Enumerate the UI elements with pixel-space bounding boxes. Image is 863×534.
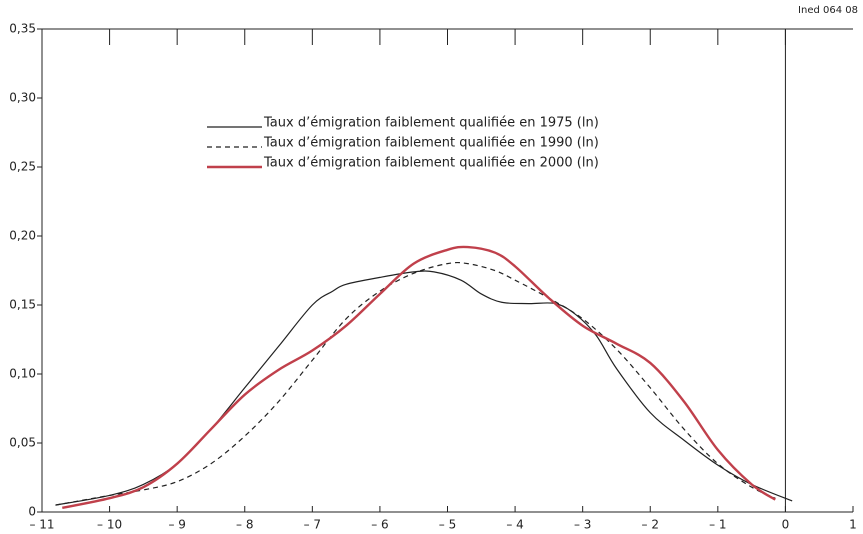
y-tick-label: 0,05 xyxy=(9,436,36,450)
source-note: Ined 064 08 xyxy=(798,5,858,16)
series-line xyxy=(62,245,776,510)
x-tick-label: – 11 xyxy=(29,518,54,532)
y-tick-label: 0,15 xyxy=(9,298,36,312)
y-tick-label: 0,25 xyxy=(9,160,36,174)
y-tick-label: 0,30 xyxy=(9,91,36,105)
x-tick-label: – 4 xyxy=(506,518,523,532)
x-tick-label: 0 xyxy=(782,518,790,532)
legend-label: Taux d’émigration faiblement qualifiée e… xyxy=(263,136,599,151)
legend-label: Taux d’émigration faiblement qualifiée e… xyxy=(263,116,599,131)
series-line xyxy=(55,261,776,506)
x-tick-label: – 10 xyxy=(97,518,122,532)
x-tick-label: – 2 xyxy=(642,518,659,532)
x-tick-label: – 1 xyxy=(709,518,726,532)
y-tick-label: 0 xyxy=(28,505,36,519)
y-tick-label: 0,20 xyxy=(9,229,36,243)
x-tick-label: – 3 xyxy=(574,518,591,532)
legend-label: Taux d’émigration faiblement qualifiée e… xyxy=(263,156,599,171)
y-tick-label: 0,10 xyxy=(9,367,36,381)
series-line xyxy=(55,270,793,506)
x-tick-label: 1 xyxy=(849,518,857,532)
x-tick-label: – 8 xyxy=(236,518,253,532)
x-tick-label: – 7 xyxy=(304,518,321,532)
y-tick-label: 0,35 xyxy=(9,22,36,36)
x-tick-label: – 6 xyxy=(371,518,388,532)
x-tick-label: – 5 xyxy=(439,518,456,532)
x-tick-label: – 9 xyxy=(168,518,185,532)
